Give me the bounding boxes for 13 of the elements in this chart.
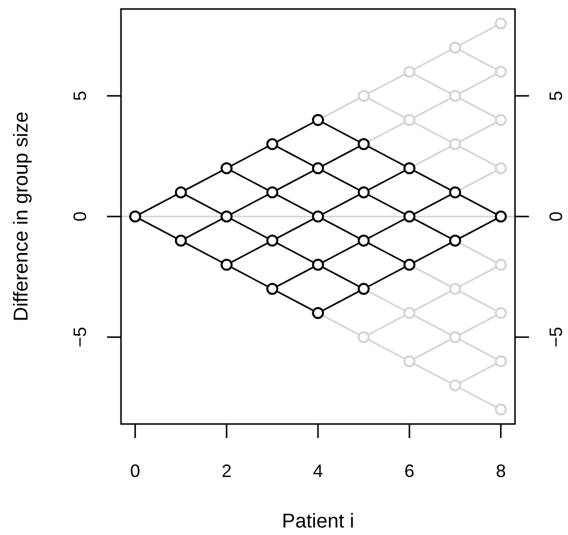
x-tick-label: 6 [404,460,414,481]
y2-tick-label: 5 [546,90,566,101]
y2-tick-label: −5 [546,326,566,348]
x-tick-label: 4 [312,460,324,481]
y-axis-title: Difference in group size [10,112,33,322]
y2-tick-label: 0 [546,211,566,222]
x-tick-label: 8 [496,460,506,481]
y-tick-label: −5 [70,326,90,348]
x-tick-label: 2 [222,460,232,481]
x-tick-label: 0 [130,460,140,481]
x-axis-title: Patient i [282,510,354,533]
y-tick-label: 0 [70,211,90,222]
y-tick-label: 5 [70,90,90,101]
